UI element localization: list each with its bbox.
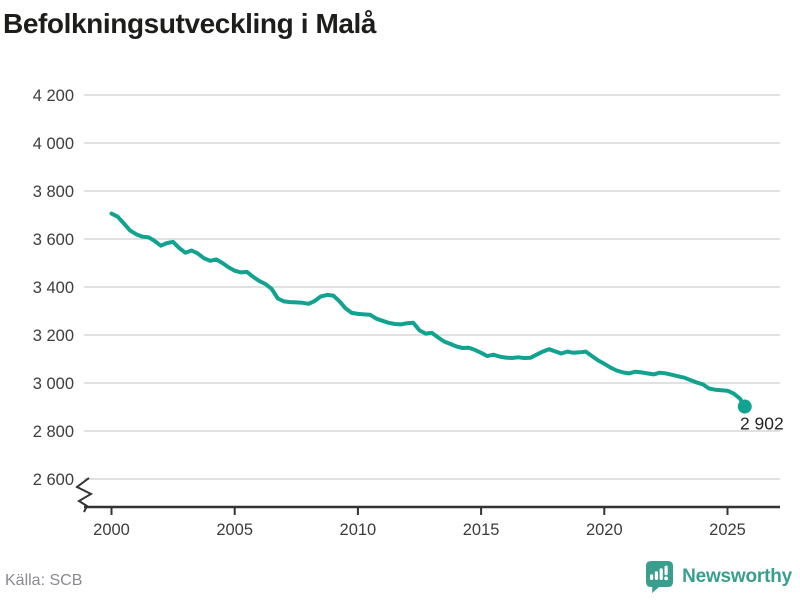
x-tick-label: 2000 [93, 521, 130, 539]
source-credit: Källa: SCB [5, 572, 83, 589]
x-tick-label: 2010 [340, 521, 377, 539]
newsworthy-logo-icon [646, 561, 674, 593]
x-tick-label: 2015 [463, 521, 500, 539]
y-tick-label: 3 200 [33, 327, 74, 345]
y-tick-label: 3 400 [33, 279, 74, 297]
x-tick-label: 2025 [709, 521, 746, 539]
newsworthy-logo-text: Newsworthy [682, 566, 792, 587]
data-line [109, 211, 747, 409]
end-value-label: 2 902 [740, 414, 784, 434]
end-point-marker [737, 399, 752, 414]
y-tick-label: 2 600 [33, 471, 74, 489]
y-tick-label: 4 000 [33, 135, 74, 153]
axis-break-icon [75, 477, 94, 513]
y-tick-label: 2 800 [33, 423, 74, 441]
y-tick-label: 4 200 [33, 87, 74, 105]
y-tick-label: 3 600 [33, 231, 74, 249]
x-tick-label: 2020 [586, 521, 623, 539]
newsworthy-logo[interactable]: Newsworthy [645, 560, 792, 594]
y-tick-label: 3 800 [33, 183, 74, 201]
population-line-chart: 2 600 2 800 3 000 3 200 3 400 3 600 3 800 4 000… [33, 87, 784, 539]
x-tick-label: 2005 [216, 521, 253, 539]
chart-title: Befolkningsutveckling i Malå [3, 8, 377, 39]
y-tick-label: 3 000 [33, 375, 74, 393]
